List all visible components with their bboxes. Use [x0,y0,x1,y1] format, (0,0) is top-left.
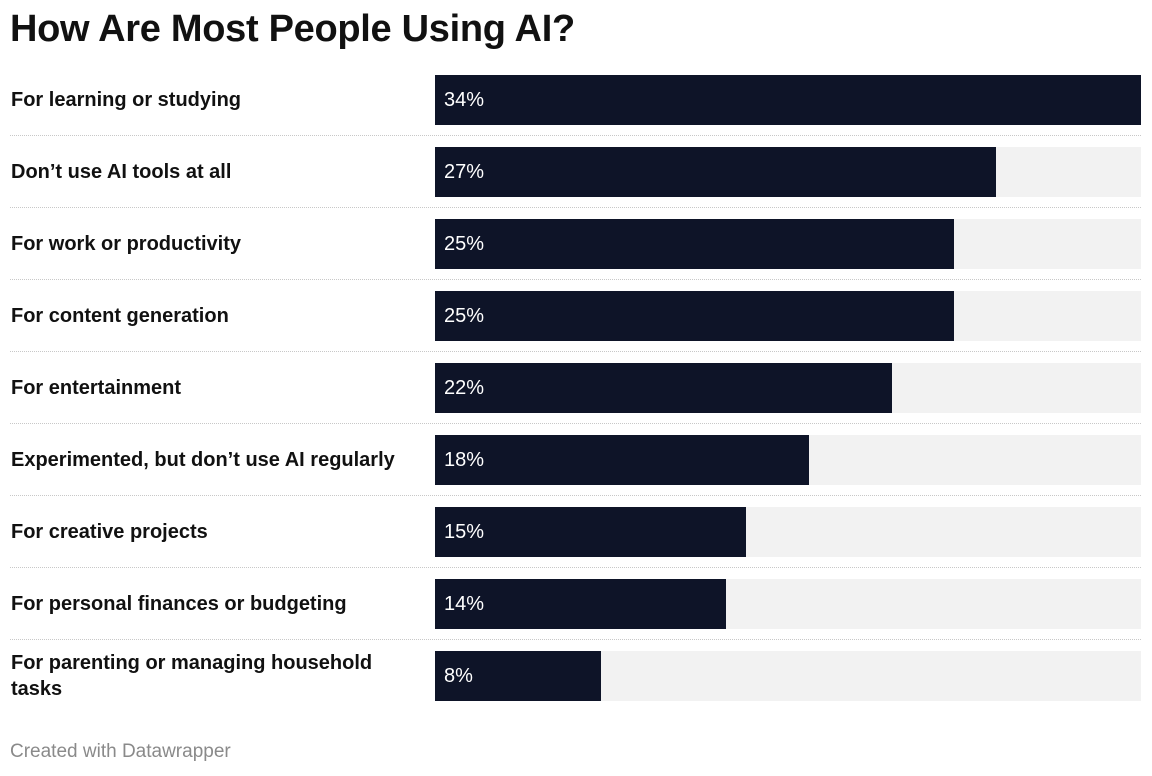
bar-value-label: 14% [444,593,485,615]
bar-row: Don’t use AI tools at all 27% [10,136,1141,208]
bar [435,651,601,701]
bar [435,291,954,341]
bar-value-label: 25% [444,305,485,327]
row-divider [10,207,1141,208]
bar-value-label: 27% [444,161,485,183]
bar-track: 25% [435,219,1141,269]
category-label: Don’t use AI tools at all [11,161,232,183]
bar-track: 15% [435,507,1141,557]
bar-track: 14% [435,579,1141,629]
bar [435,579,726,629]
category-label: For creative projects [11,521,208,543]
bar-row: For learning or studying 34% [10,64,1141,136]
category-label: For parenting or managing household task… [11,652,373,700]
bar-value-label: 8% [444,665,473,687]
bar [435,435,809,485]
bar-track: 34% [435,75,1141,125]
bar-track: 27% [435,147,1141,197]
category-label: For personal finances or budgeting [11,593,347,615]
bar [435,75,1141,125]
bar [435,507,746,557]
category-label: Experimented, but don’t use AI regularly [11,449,395,471]
bar-row: Experimented, but don’t use AI regularly… [10,424,1141,496]
bar-row: For work or productivity 25% [10,208,1141,280]
row-divider [10,639,1141,640]
row-divider [10,351,1141,352]
row-divider [10,135,1141,136]
bar-value-label: 15% [444,521,485,543]
category-label: For content generation [11,305,229,327]
bar-row: For content generation 25% [10,280,1141,352]
chart-title: How Are Most People Using AI? [10,8,575,50]
bar-track: 22% [435,363,1141,413]
bar-row: For entertainment 22% [10,352,1141,424]
bar [435,363,892,413]
row-divider [10,567,1141,568]
bar-row: For personal finances or budgeting 14% [10,568,1141,640]
bar-value-label: 34% [444,89,485,111]
bar-value-label: 22% [444,377,485,399]
category-label: For learning or studying [11,89,242,111]
bar-row: For parenting or managing household task… [10,640,1141,712]
category-label: For work or productivity [11,233,242,255]
bar-row: For creative projects 15% [10,496,1141,568]
row-divider [10,423,1141,424]
bar-value-label: 18% [444,449,485,471]
bar-track: 8% [435,651,1141,701]
bar-track: 25% [435,291,1141,341]
bar [435,147,996,197]
category-label: For entertainment [11,377,182,399]
bar-value-label: 25% [444,233,485,255]
row-divider [10,279,1141,280]
row-divider [10,495,1141,496]
bar-track: 18% [435,435,1141,485]
bar [435,219,954,269]
datawrapper-credit: Created with Datawrapper [10,741,231,762]
